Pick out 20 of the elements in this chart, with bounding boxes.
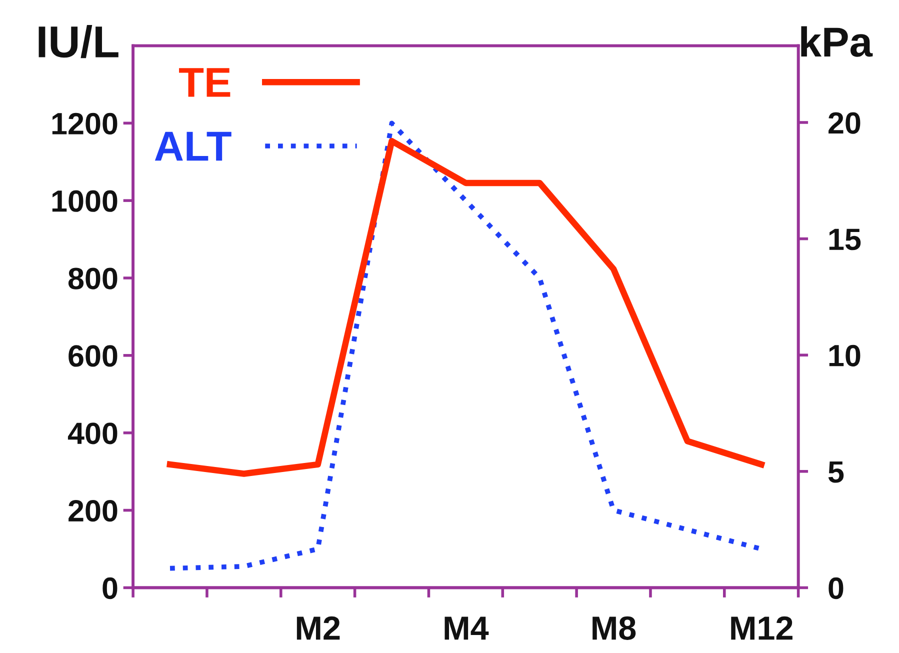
x-tick-label: M8 xyxy=(592,616,636,640)
y-tick-label: 1000 xyxy=(52,190,118,212)
y-tick-label: 1200 xyxy=(52,112,118,135)
x-tick-label: M2 xyxy=(296,616,340,640)
legend-label: ALT xyxy=(154,132,232,161)
y-axis-title: IU/L xyxy=(38,24,118,58)
y2-tick-label: 0 xyxy=(828,577,844,600)
x-tick-label: M12 xyxy=(731,616,792,640)
y-tick-label: 0 xyxy=(102,577,118,600)
y-tick-label: 600 xyxy=(68,345,118,367)
y2-tick-label: 15 xyxy=(829,228,861,250)
y2-axis-title: kPa xyxy=(801,26,873,57)
y-tick-label: 400 xyxy=(68,422,118,444)
y-tick-label: 200 xyxy=(68,500,118,522)
y2-tick-label: 10 xyxy=(829,344,860,366)
legend-label: TE xyxy=(179,68,230,97)
y-tick-label: 800 xyxy=(68,268,118,290)
y2-tick-label: 20 xyxy=(828,112,860,134)
y2-tick-label: 5 xyxy=(828,461,844,483)
x-tick-label: M4 xyxy=(444,616,489,640)
